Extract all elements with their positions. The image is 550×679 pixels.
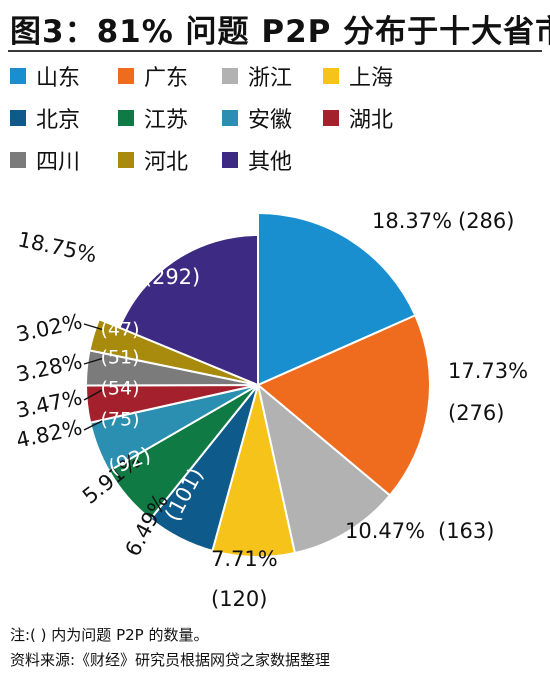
leader-line (83, 388, 105, 401)
legend-swatch (118, 152, 134, 168)
legend-label: 河北 (144, 150, 189, 175)
legend-item-hebei: 河北 (118, 144, 188, 176)
legend-swatch (10, 68, 26, 84)
pie-slice-shandong (257, 211, 417, 387)
data-label-percent-other: 18.75% (16, 227, 99, 267)
footnote: 注:( ) 内为问题 P2P 的数量。 资料来源:《财经》研究员根据网贷之家数据… (10, 623, 540, 673)
data-label-percent-sichuan: 3.28% (14, 349, 84, 386)
legend-label: 安徽 (248, 108, 293, 133)
footnote-source: 资料来源:《财经》研究员根据网贷之家数据整理 (10, 651, 331, 669)
leader-line (83, 323, 105, 331)
legend-swatch (323, 110, 339, 126)
footnote-note: 注:( ) 内为问题 P2P 的数量。 (10, 626, 209, 644)
data-label-percent-shanghai: 7.71% (211, 547, 278, 571)
legend-swatch (222, 152, 238, 168)
pie-slice-other (118, 233, 259, 387)
chart-title: 图3：81% 问题 P2P 分布于十大省市 (10, 14, 550, 50)
data-label-percent-hebei: 3.02% (14, 309, 84, 346)
leader-lines (83, 323, 105, 431)
data-label-count-hubei: (54) (100, 378, 139, 400)
data-label-count-sichuan: (51) (100, 347, 139, 369)
legend-swatch (118, 110, 134, 126)
legend-label: 广东 (144, 66, 189, 91)
legend-label: 浙江 (248, 66, 293, 91)
legend-swatch (118, 68, 134, 84)
legend-item-shandong: 山东 (10, 60, 80, 92)
legend-label: 北京 (36, 108, 81, 133)
legend-item-other: 其他 (222, 144, 292, 176)
data-label-count-guangdong: (276) (448, 401, 504, 425)
legend-item-shanghai: 上海 (323, 60, 393, 92)
legend-label: 其他 (248, 150, 293, 175)
legend-item-sichuan: 四川 (10, 144, 80, 176)
legend-label: 江苏 (144, 108, 189, 133)
data-label-count-shandong: (286) (458, 209, 514, 233)
pie-slice-guangdong (256, 314, 431, 497)
legend-swatch (323, 68, 339, 84)
data-label-count-zhejiang: (163) (438, 519, 494, 543)
legend-item-zhejiang: 浙江 (222, 60, 292, 92)
leader-line (83, 419, 105, 431)
legend-swatch (10, 110, 26, 126)
data-label-count-other: (292) (144, 265, 200, 289)
data-label-percent-zhejiang: 10.47% (345, 519, 425, 543)
legend-item-jiangsu: 江苏 (118, 102, 188, 134)
pie-slices (84, 211, 431, 558)
pie-slice-zhejiang (256, 382, 392, 555)
legend-item-guangdong: 广东 (118, 60, 188, 92)
legend-item-hubei: 湖北 (323, 102, 393, 134)
legend-label: 上海 (349, 66, 394, 91)
data-label-percent-shandong: 18.37% (372, 209, 452, 233)
legend: 山东 广东 浙江 上海 北京 江苏 安徽 湖北 四川 河北 其他 (10, 60, 430, 175)
data-label-percent-guangdong: 17.73% (448, 359, 528, 383)
data-label-count-anhui: (75) (100, 409, 139, 431)
leader-line (83, 357, 105, 365)
legend-swatch (222, 110, 238, 126)
data-label-count-shanghai: (120) (211, 587, 267, 611)
legend-label: 山东 (36, 66, 81, 91)
legend-label: 四川 (36, 150, 81, 175)
title-divider (8, 50, 542, 52)
legend-item-beijing: 北京 (10, 102, 80, 134)
data-label-count-hebei: (47) (100, 319, 139, 341)
legend-swatch (222, 68, 238, 84)
legend-label: 湖北 (349, 108, 394, 133)
legend-item-anhui: 安徽 (222, 102, 292, 134)
legend-swatch (10, 152, 26, 168)
